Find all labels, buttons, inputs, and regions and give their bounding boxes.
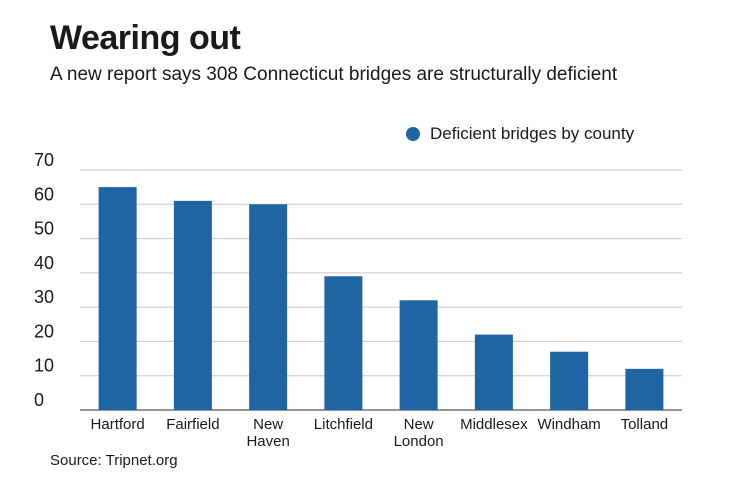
y-tick-label: 30 [34, 287, 54, 307]
x-tick-label: Tolland [621, 416, 669, 433]
bar [550, 351, 589, 410]
x-tick-label: Haven [246, 433, 289, 450]
y-tick-label: 20 [34, 321, 54, 341]
x-tick-label: New [404, 416, 434, 433]
y-tick-label: 10 [34, 356, 54, 376]
source-note: Source: Tripnet.org [50, 452, 178, 469]
y-tick-label: 70 [34, 150, 54, 170]
legend: Deficient bridges by county [406, 124, 634, 144]
bar [625, 368, 664, 410]
bar [399, 300, 438, 410]
x-tick-label: London [394, 433, 444, 450]
legend-label: Deficient bridges by county [430, 124, 635, 143]
y-tick-label: 40 [34, 253, 54, 273]
bar [98, 187, 137, 410]
bar [474, 334, 513, 410]
bar [249, 204, 288, 410]
x-tick-label: New [253, 416, 283, 433]
bar [324, 276, 363, 410]
y-tick-label: 0 [34, 390, 44, 410]
x-tick-label: Litchfield [314, 416, 373, 433]
x-tick-label: Hartford [91, 416, 145, 433]
y-tick-label: 50 [34, 219, 54, 239]
x-tick-label: Windham [537, 416, 600, 433]
bar [173, 200, 212, 410]
x-tick-label: Middlesex [460, 416, 528, 433]
chart-subtitle: A new report says 308 Connecticut bridge… [50, 64, 618, 85]
legend-swatch [406, 127, 420, 141]
x-tick-label: Fairfield [166, 416, 219, 433]
chart-title: Wearing out [50, 19, 241, 57]
y-tick-label: 60 [34, 184, 54, 204]
